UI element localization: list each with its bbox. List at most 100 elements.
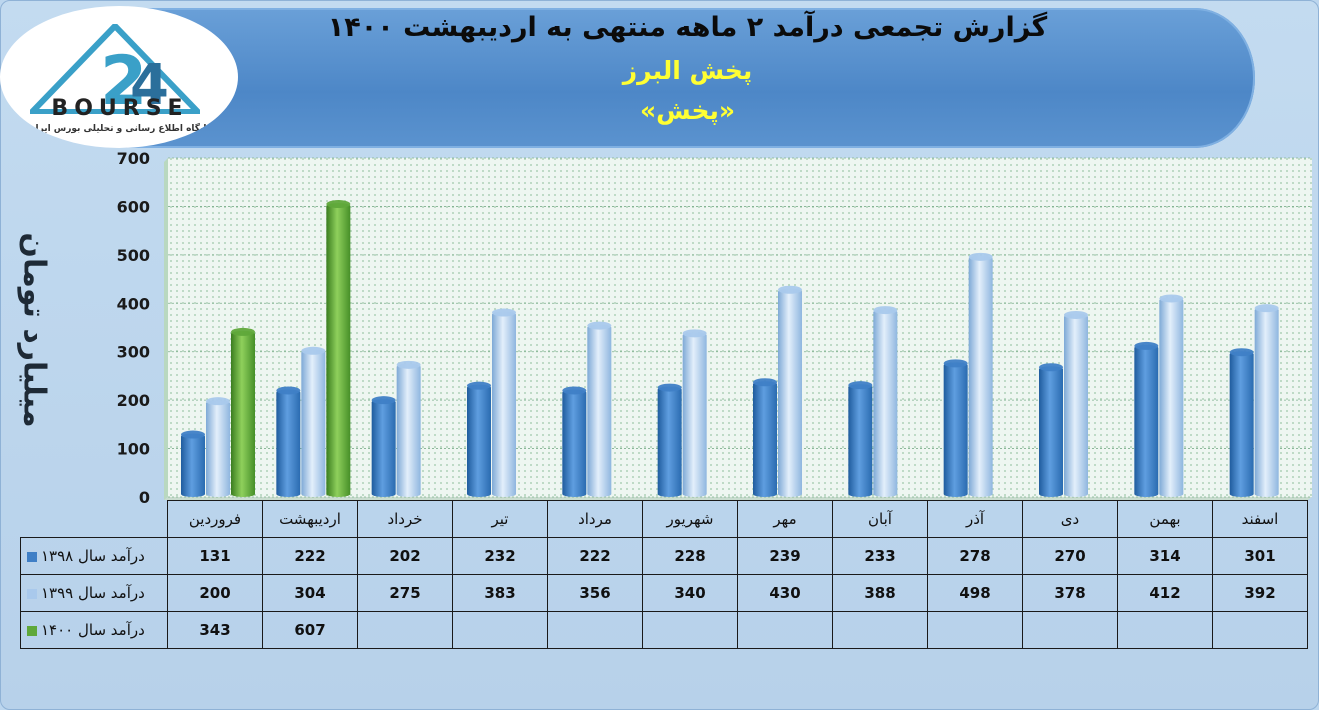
bar-cap <box>206 397 230 406</box>
bar <box>1134 344 1159 497</box>
legend-entry: درآمد سال ۱۳۹۸ <box>20 537 168 575</box>
data-label: 356 <box>547 574 643 612</box>
data-label: 430 <box>737 574 833 612</box>
x-tick-label: آذر <box>927 500 1023 538</box>
data-label: 304 <box>262 574 358 612</box>
bar-chart: 0 100 200 300 400 500 600 700 <box>117 149 1312 507</box>
x-tick-label: شهریور <box>642 500 738 538</box>
plot-floor <box>164 497 1312 500</box>
x-tick-label: بهمن <box>1117 500 1213 538</box>
data-label <box>1212 611 1308 649</box>
data-label: 200 <box>167 574 263 612</box>
data-label: 233 <box>832 537 928 575</box>
bar <box>1254 307 1279 497</box>
company-name: پخش البرز <box>622 56 753 85</box>
data-label <box>357 611 453 649</box>
bar <box>467 384 491 497</box>
bar-cap <box>1159 294 1184 303</box>
bar <box>276 389 301 497</box>
bar <box>753 381 777 497</box>
ticker-symbol: «پخش» <box>639 96 736 125</box>
bar <box>181 433 205 497</box>
bar-cap <box>873 306 898 315</box>
table-corner <box>21 501 168 538</box>
y-tick-label: 700 <box>117 149 150 168</box>
data-label: 314 <box>1117 537 1213 575</box>
bar <box>1159 297 1184 497</box>
bar-cap <box>778 285 802 294</box>
bar-cap <box>1229 348 1254 357</box>
bar-cap <box>1134 341 1159 350</box>
bar-cap <box>181 430 205 439</box>
data-label: 340 <box>642 574 738 612</box>
bar-cap <box>1039 363 1063 372</box>
chart-title: گزارش تجمعی درآمد ۲ ماهه منتهی به اردیبه… <box>327 12 1048 43</box>
bourse-logo-mark-icon: 2 4 <box>30 24 200 114</box>
x-tick-label: اردیبهشت <box>262 500 358 538</box>
svg-text:2: 2 <box>100 42 147 114</box>
legend-swatch <box>27 551 37 562</box>
bar <box>778 288 802 497</box>
legend-entry: درآمد سال ۱۳۹۹ <box>20 574 168 612</box>
data-label: 412 <box>1117 574 1213 612</box>
y-tick-label: 100 <box>117 440 150 459</box>
bar-cap <box>657 383 682 392</box>
data-label: 222 <box>547 537 643 575</box>
x-tick-label: دی <box>1022 500 1118 538</box>
x-tick-label: اسفند <box>1212 500 1308 538</box>
bar-cap <box>301 346 326 355</box>
legend-swatch <box>27 588 37 599</box>
bar-cap <box>682 329 707 338</box>
x-tick-label: تیر <box>452 500 548 538</box>
data-label <box>452 611 548 649</box>
legend-label: درآمد سال ۱۴۰۰ <box>41 621 145 639</box>
bar-cap <box>231 327 255 336</box>
data-label <box>1022 611 1118 649</box>
x-tick-label: خرداد <box>357 500 453 538</box>
bar <box>682 332 707 497</box>
bar <box>1064 313 1088 497</box>
data-label <box>927 611 1023 649</box>
data-label: 301 <box>1212 537 1308 575</box>
bar-cap <box>753 378 777 387</box>
data-label: 378 <box>1022 574 1118 612</box>
bar <box>587 324 612 497</box>
data-label: 202 <box>357 537 453 575</box>
bar-cap <box>492 308 516 317</box>
bourse-logo: 2 4 BOURSE پایگاه اطلاع رسانی و تحلیلی ب… <box>0 6 238 148</box>
data-label <box>1117 611 1213 649</box>
data-label: 343 <box>167 611 263 649</box>
data-label: 222 <box>262 537 358 575</box>
bar <box>657 386 682 497</box>
table-row: درآمد سال ۱۳۹۹ 200 304 275 383 356 340 430 388 49… <box>20 574 1308 612</box>
y-tick-label: 600 <box>117 197 150 216</box>
bar <box>968 255 993 497</box>
bar-cap <box>968 252 993 261</box>
logo-wordmark: BOURSE <box>51 96 189 121</box>
bar <box>326 203 351 497</box>
legend-entry: درآمد سال ۱۴۰۰ <box>20 611 168 649</box>
legend-label: درآمد سال ۱۳۹۸ <box>41 547 145 565</box>
data-label <box>832 611 928 649</box>
logo-tagline: پایگاه اطلاع رسانی و تحلیلی بورس ایران <box>27 124 211 134</box>
y-tick-label: 200 <box>117 391 150 410</box>
data-label <box>737 611 833 649</box>
bar <box>1229 351 1254 497</box>
table-header-row: فروردین اردیبهشت خرداد تیر مرداد شهریور مهر آبا… <box>21 500 1308 538</box>
bar-cap <box>371 396 396 405</box>
x-tick-label: آبان <box>832 500 928 538</box>
data-label: 239 <box>737 537 833 575</box>
y-tick-label: 500 <box>117 246 150 265</box>
data-label: 275 <box>357 574 453 612</box>
data-label: 232 <box>452 537 548 575</box>
svg-text:4: 4 <box>130 53 169 114</box>
data-label <box>547 611 643 649</box>
bar <box>873 309 898 497</box>
bar <box>371 399 396 497</box>
data-label: 228 <box>642 537 738 575</box>
bar-cap <box>848 381 873 390</box>
plot-side-wall <box>164 158 168 500</box>
bar-cap <box>326 200 351 209</box>
x-tick-label: فروردین <box>167 500 263 538</box>
bar <box>562 389 587 497</box>
